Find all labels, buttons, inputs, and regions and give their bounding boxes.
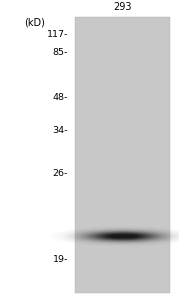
Text: 34-: 34- (52, 126, 68, 135)
Text: 48-: 48- (53, 93, 68, 102)
Bar (75, 16, 170, 292)
Text: 85-: 85- (53, 48, 68, 57)
Text: 293: 293 (113, 2, 132, 12)
Text: 26-: 26- (53, 169, 68, 178)
Text: 19-: 19- (53, 255, 68, 264)
Text: 117-: 117- (47, 30, 68, 39)
Text: (kD): (kD) (25, 17, 45, 28)
